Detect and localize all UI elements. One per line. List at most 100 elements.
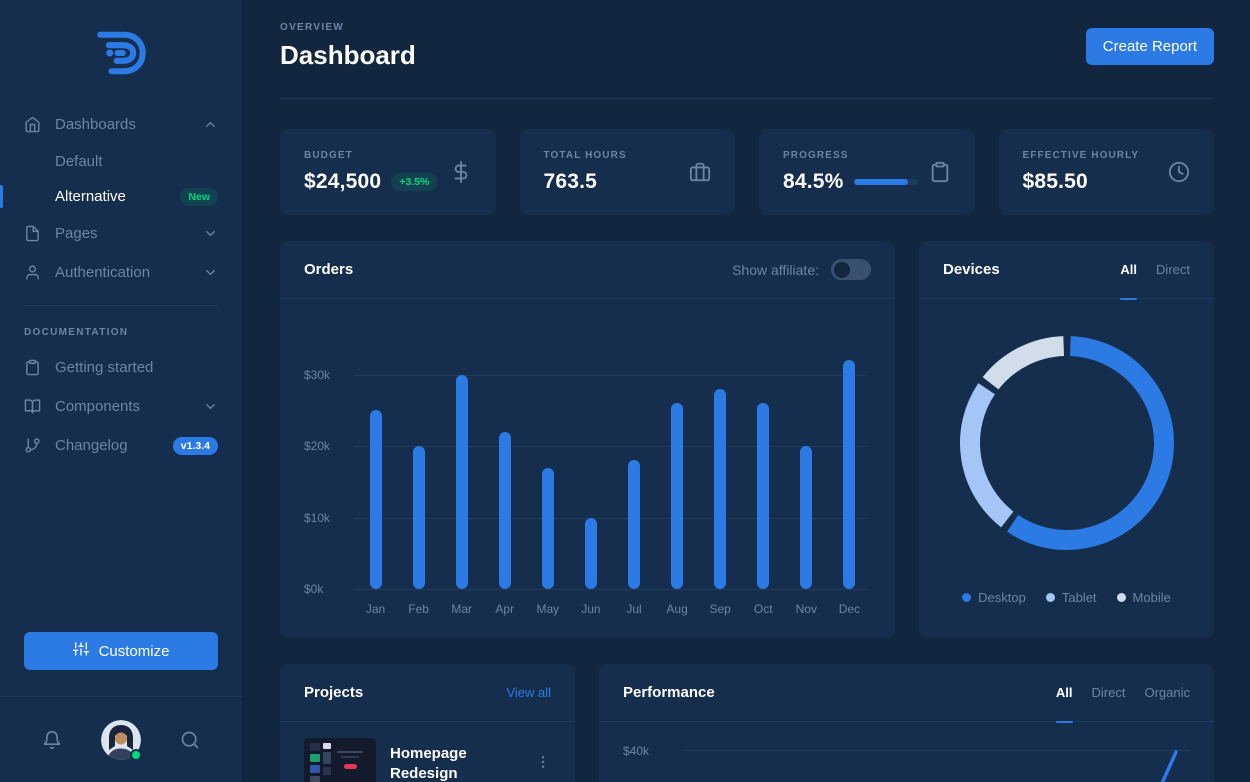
chevron-down-icon [203, 226, 218, 241]
bottom-row: Projects View all [280, 664, 1214, 782]
sidebar-item-label: Getting started [55, 359, 154, 376]
performance-card-title: Performance [623, 684, 715, 701]
customize-button[interactable]: Customize [24, 632, 218, 670]
progress-bar [853, 179, 918, 185]
file-icon [24, 225, 41, 242]
bell-icon[interactable] [42, 730, 62, 750]
kebab-menu-icon[interactable] [535, 738, 551, 770]
devices-card-header: Devices All Direct [919, 241, 1214, 300]
performance-line [1160, 750, 1178, 782]
bar-cell [526, 339, 569, 589]
progress-bar-fill [853, 179, 908, 185]
devices-legend: Desktop Tablet Mobile [962, 590, 1171, 605]
clipboard-icon [929, 161, 951, 183]
sidebar-item-label: Default [55, 153, 103, 170]
orders-bar-dec [843, 360, 856, 589]
devices-tab-direct[interactable]: Direct [1156, 262, 1190, 277]
user-icon [24, 264, 41, 281]
clock-icon [1168, 161, 1190, 183]
stat-card-effective-hourly: EFFECTIVE HOURLY $85.50 [998, 129, 1214, 215]
charts-row: Orders Show affiliate: $0k $10k $20k $30k J… [280, 241, 1214, 638]
search-icon[interactable] [180, 730, 200, 750]
legend-label: Desktop [978, 590, 1026, 605]
stat-value: 763.5 [543, 170, 598, 193]
sidebar-item-label: Changelog [55, 437, 128, 454]
x-tick-label: Sep [709, 602, 731, 616]
orders-chart-y-axis: $0k $10k $20k $30k [304, 339, 348, 596]
stat-value: $24,500 [304, 170, 382, 193]
stat-label: TOTAL HOURS [543, 150, 627, 161]
dashkit-logo-icon [88, 26, 154, 85]
new-badge: New [180, 187, 218, 206]
donut-segment-tablet [959, 336, 1174, 550]
avatar[interactable] [101, 719, 142, 761]
sidebar-item-alternative[interactable]: Alternative New [0, 179, 242, 214]
project-thumbnail-image [304, 738, 376, 782]
sidebar-item-dashboards[interactable]: Dashboards [0, 105, 242, 144]
devices-body: Desktop Tablet Mobile [919, 299, 1214, 638]
orders-card: Orders Show affiliate: $0k $10k $20k $30k J… [280, 241, 895, 638]
performance-card-header: Performance All Direct Organic [599, 664, 1214, 723]
sidebar-divider [24, 305, 218, 306]
performance-tab-organic[interactable]: Organic [1144, 685, 1190, 700]
orders-bar-jan [369, 410, 382, 589]
bar-cell [440, 339, 483, 589]
sidebar-item-authentication[interactable]: Authentication [0, 253, 242, 292]
project-title: Homepage Redesign [390, 745, 467, 782]
orders-bar-may [541, 467, 554, 589]
projects-card: Projects View all [280, 664, 575, 782]
y-tick-label: $0k [304, 582, 324, 596]
devices-tab-all[interactable]: All [1120, 241, 1137, 300]
sliders-icon [72, 641, 89, 661]
stat-card-total-hours: TOTAL HOURS 763.5 [519, 129, 735, 215]
legend-item-mobile: Mobile [1116, 590, 1171, 605]
stat-card-budget: BUDGET $24,500 +3.5% [280, 129, 496, 215]
page-eyebrow: OVERVIEW [280, 22, 345, 33]
app-logo[interactable] [0, 0, 242, 105]
documentation-heading: DOCUMENTATION [24, 327, 129, 338]
orders-bar-chart: $0k $10k $20k $30k Jan Feb Mar Apr May Jun Jul Aug… [280, 299, 895, 616]
sidebar-item-default[interactable]: Default [0, 144, 242, 179]
customize-wrap: Customize [0, 632, 242, 696]
stat-label: EFFECTIVE HOURLY [1022, 150, 1140, 161]
legend-dot [1045, 593, 1055, 602]
customize-button-label: Customize [98, 642, 170, 660]
create-report-button[interactable]: Create Report [1085, 28, 1214, 65]
sidebar-item-label: Authentication [55, 264, 151, 281]
projects-card-header: Projects View all [280, 664, 575, 722]
performance-tab-direct[interactable]: Direct [1091, 685, 1126, 700]
x-tick-label: Jun [581, 602, 601, 616]
sidebar-item-components[interactable]: Components [0, 387, 242, 426]
x-tick-label: Mar [451, 602, 473, 616]
bar-cell [656, 339, 699, 589]
sidebar-item-label: Dashboards [55, 116, 136, 133]
orders-chart-bars [354, 339, 871, 589]
gridline [354, 589, 867, 590]
git-branch-icon [24, 437, 41, 454]
x-tick-label: Oct [753, 602, 773, 616]
stats-row: BUDGET $24,500 +3.5% TOTAL HOURS 763.5 [280, 129, 1214, 215]
x-tick-label: Nov [795, 602, 817, 616]
page-header: OVERVIEW Dashboard Create Report [280, 0, 1214, 99]
affiliate-toggle[interactable] [831, 259, 871, 280]
sidebar-item-pages[interactable]: Pages [0, 214, 242, 253]
view-all-link[interactable]: View all [506, 685, 551, 700]
book-open-icon [24, 398, 41, 415]
devices-tabs: All Direct [1120, 241, 1190, 300]
chevron-down-icon [203, 399, 218, 414]
donut-segment-desktop [959, 336, 1174, 551]
orders-bar-nov [800, 446, 813, 589]
sidebar-item-changelog[interactable]: Changelog v1.3.4 [0, 426, 242, 465]
gridline [354, 374, 867, 376]
orders-bar-feb [412, 446, 425, 589]
sidebar-item-getting-started[interactable]: Getting started [0, 348, 242, 387]
donut-segment-mobile [959, 336, 1174, 550]
orders-bar-jun [584, 517, 597, 589]
active-indicator [0, 185, 3, 208]
devices-card: Devices All Direct Desktop Tablet Mobile [919, 241, 1214, 638]
sidebar-item-label: Pages [55, 225, 98, 242]
performance-tab-all[interactable]: All [1055, 664, 1073, 723]
legend-dot [1116, 593, 1126, 602]
project-list-item[interactable]: Homepage Redesign [280, 722, 575, 782]
